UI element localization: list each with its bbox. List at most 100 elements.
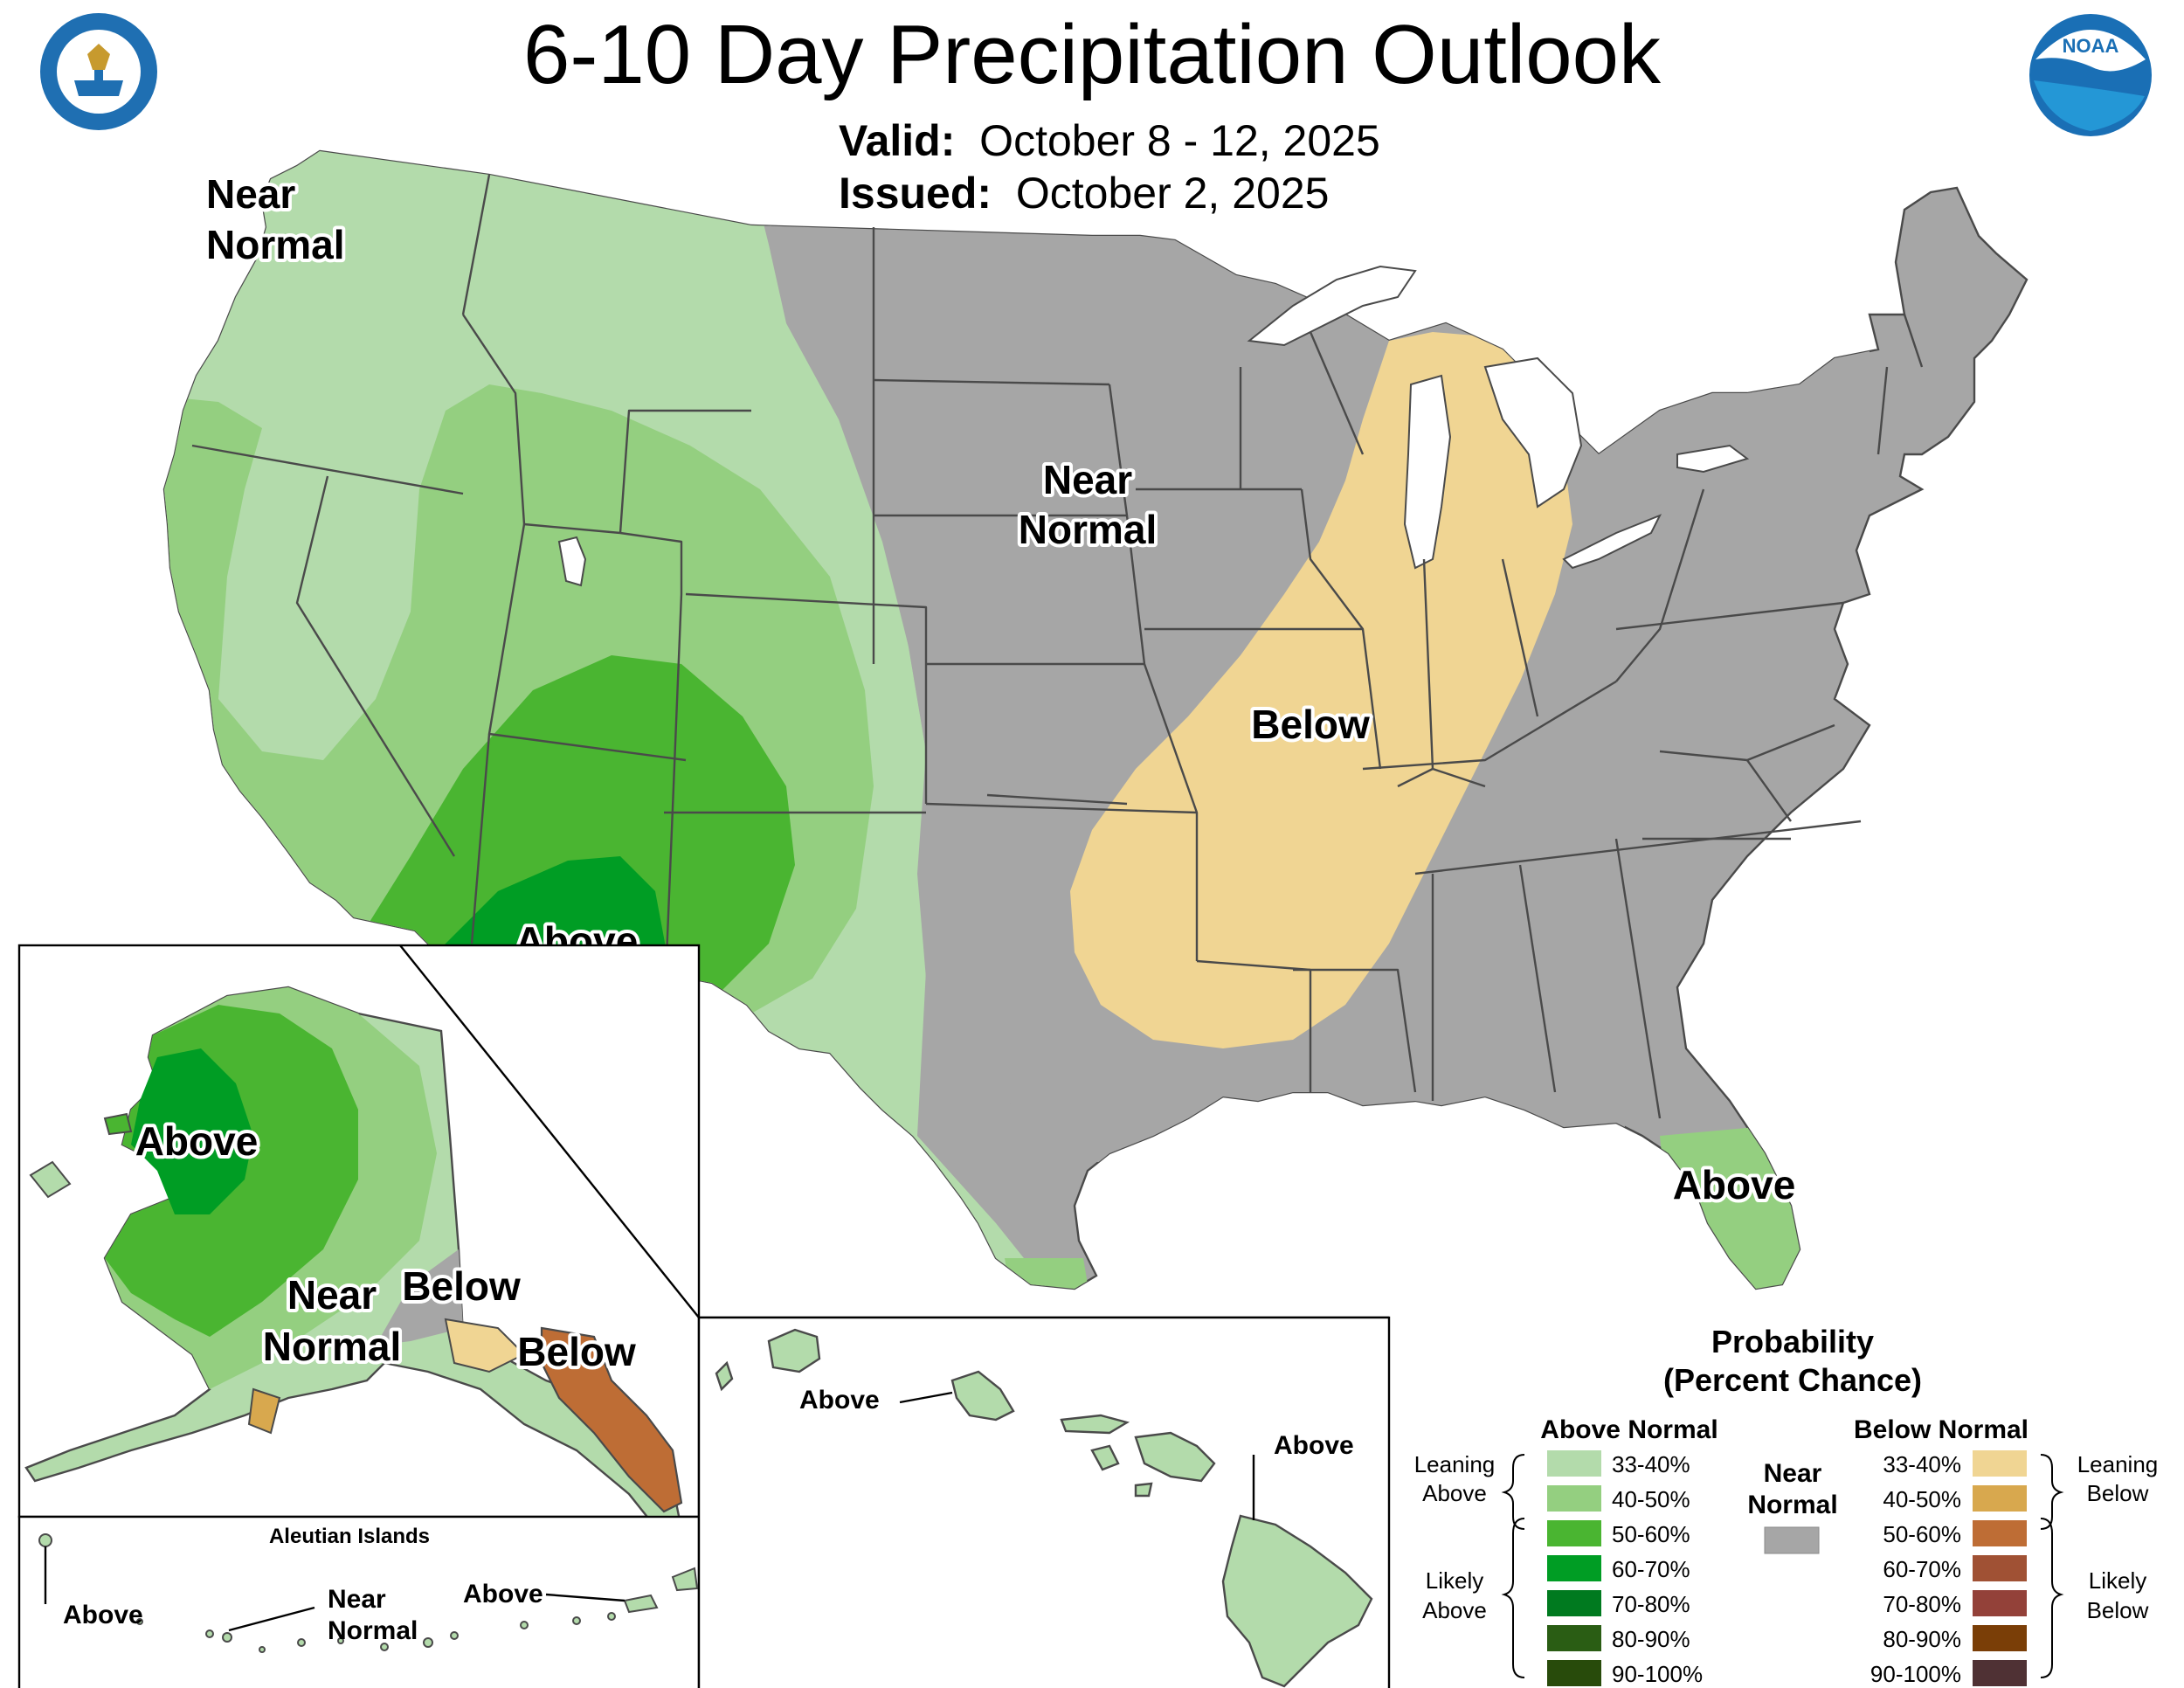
lake-erie <box>1562 514 1662 570</box>
legend-likely-below-2: Below <box>2087 1597 2149 1623</box>
legend-leaning-above-2: Above <box>1422 1480 1487 1506</box>
legend-above-label-2: 50-60% <box>1612 1521 1690 1547</box>
alaska-panhandle-below-zone <box>540 1326 683 1513</box>
legend-below-label-6: 90-100% <box>1870 1661 1961 1687</box>
legend-above-label-3: 60-70% <box>1612 1556 1690 1582</box>
legend-above-header: Above Normal <box>1540 1415 1717 1444</box>
legend-above-swatch-0 <box>1547 1450 1601 1477</box>
alaska-above-label: Above <box>135 1118 259 1164</box>
lake-ontario <box>1676 444 1750 474</box>
legend-below-swatch-5 <box>1973 1625 2027 1651</box>
ohio-valley-below-zone <box>1070 332 1572 1048</box>
lake-michigan <box>1403 374 1452 570</box>
aleutians-inset: Aleutian Islands Above Near Normal Above <box>17 1515 701 1688</box>
legend-leaning-above-1: Leaning <box>1414 1451 1496 1477</box>
legend-likely-below-1: Likely <box>2089 1567 2146 1594</box>
aleutians-above-east-label: Above <box>463 1580 543 1608</box>
legend-below-swatch-4 <box>1973 1590 2027 1616</box>
oahu <box>950 1370 1015 1422</box>
noaa-logo: NOAA <box>2029 14 2152 136</box>
noaa-logo-text: NOAA <box>2063 35 2119 57</box>
ohio-valley-below-label: Below <box>1251 702 1370 747</box>
legend-above-swatch-5 <box>1547 1625 1601 1651</box>
legend-above-swatches: 33-40% 40-50% 50-60% 60-70% 70-80% 80-90% 90-1… <box>1547 1450 1703 1687</box>
big-island <box>1221 1514 1373 1688</box>
alaska-below-33-zone <box>444 1318 526 1373</box>
central-near-normal-label-2: Normal <box>1019 507 1157 552</box>
legend-above-swatch-3 <box>1547 1555 1601 1581</box>
legend-leaning-below-2: Below <box>2087 1480 2149 1506</box>
kauai <box>767 1328 821 1373</box>
legend-likely-above-2: Above <box>1422 1597 1487 1623</box>
legend-above-label-6: 90-100% <box>1612 1661 1703 1687</box>
alaska-below-label-2: Below <box>517 1329 636 1374</box>
aleutians-title: Aleutian Islands <box>269 1525 430 1548</box>
issued-label: Issued: <box>839 169 992 218</box>
great-lakes <box>557 265 1750 587</box>
alaska-below-40-zone <box>247 1387 281 1435</box>
legend-below-swatch-3 <box>1973 1555 2027 1581</box>
alaska-60-70-zone <box>131 1048 253 1214</box>
maui <box>1134 1431 1216 1483</box>
page-title: 6-10 Day Precipitation Outlook <box>523 8 1661 101</box>
legend-above-label-1: 40-50% <box>1612 1486 1690 1512</box>
pnw-near-normal-label-2: Normal <box>206 222 344 267</box>
niihau <box>715 1360 734 1392</box>
aleutians-near-label-2: Normal <box>328 1616 418 1645</box>
valid-label: Valid: <box>839 116 956 165</box>
conus-region-labels: Near Normal Near Normal Below Above Abov… <box>203 168 1799 1211</box>
state-boundaries <box>191 174 1924 1119</box>
legend-below-label-2: 50-60% <box>1883 1521 1961 1547</box>
legend-above-swatch-2 <box>1547 1520 1601 1546</box>
legend-above-swatch-4 <box>1547 1590 1601 1616</box>
lanai <box>1090 1444 1120 1471</box>
legend-below-swatch-1 <box>1973 1485 2027 1512</box>
legend-below-swatches: 33-40% 40-50% 50-60% 60-70% 70-80% 80-90% 90-1… <box>1870 1450 2027 1687</box>
valid-dates: October 8 - 12, 2025 <box>979 116 1380 165</box>
hawaii-inset: Above Above <box>697 1316 1391 1688</box>
legend-likely-above-1: Likely <box>1426 1567 1483 1594</box>
legend-near-normal-swatch <box>1764 1526 1820 1554</box>
great-salt-lake <box>557 536 587 587</box>
legend-above-label-0: 33-40% <box>1612 1451 1690 1477</box>
legend-title-2: (Percent Chance) <box>1663 1362 1922 1398</box>
legend-above-label-5: 80-90% <box>1612 1626 1690 1652</box>
legend-below-label-4: 70-80% <box>1883 1591 1961 1617</box>
legend-leaning-below-1: Leaning <box>2077 1451 2159 1477</box>
lake-superior <box>1247 265 1417 347</box>
alaska-island-west <box>29 1160 72 1199</box>
alaska-near-label-2: Normal <box>263 1324 401 1369</box>
legend-title-1: Probability <box>1711 1324 1874 1359</box>
molokai <box>1060 1414 1130 1435</box>
legend-below-label-1: 40-50% <box>1883 1486 1961 1512</box>
hawaii-above-east-label: Above <box>1274 1431 1354 1460</box>
texas-40-50-zone <box>1005 1258 1092 1289</box>
florida-above-label: Above <box>1673 1162 1796 1207</box>
legend-below-swatch-6 <box>1973 1660 2027 1686</box>
legend-below-header: Below Normal <box>1854 1415 2028 1444</box>
legend-near-label-1: Near <box>1764 1459 1822 1488</box>
legend-below-label-0: 33-40% <box>1883 1451 1961 1477</box>
lake-huron <box>1483 356 1583 508</box>
legend-above-swatch-6 <box>1547 1660 1601 1686</box>
pnw-near-normal-label-1: Near <box>206 171 295 217</box>
issued-date: October 2, 2025 <box>1015 169 1330 218</box>
aleutians-near-label-1: Near <box>328 1585 386 1614</box>
issued-line: Issued: October 2, 2025 <box>839 168 1329 218</box>
legend-above-label-4: 70-80% <box>1612 1591 1690 1617</box>
legend-below-swatch-0 <box>1973 1450 2027 1477</box>
legend: Probability (Percent Chance) Above Norma… <box>1414 1324 2159 1687</box>
alaska-inset: Above Near Normal Below Below <box>17 944 1389 1539</box>
alaska-near-normal-zone <box>376 1249 463 1346</box>
alaska-near-label-1: Near <box>287 1272 377 1318</box>
kahoolawe <box>1134 1482 1153 1498</box>
valid-line: Valid: October 8 - 12, 2025 <box>839 115 1380 166</box>
florida-40-50-zone <box>1660 1127 1817 1289</box>
hawaii-above-west-label: Above <box>799 1386 880 1415</box>
alaska-island-st-lawrence <box>103 1112 133 1136</box>
commerce-seal <box>40 13 157 130</box>
alaska-below-label-1: Below <box>402 1263 521 1309</box>
legend-below-swatch-2 <box>1973 1520 2027 1546</box>
aleutians-above-west-label: Above <box>63 1601 143 1629</box>
